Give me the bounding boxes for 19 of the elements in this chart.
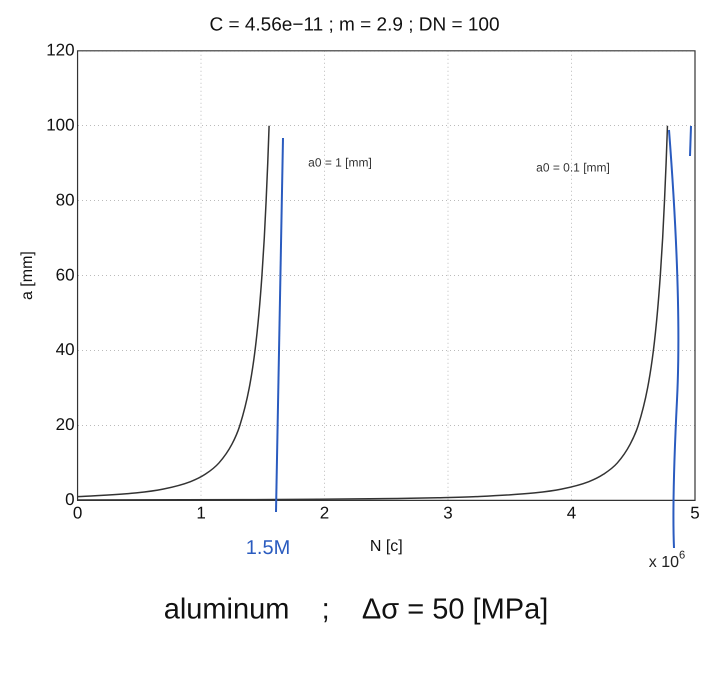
y-tick-label: 20 [56,415,75,434]
annotation: a0 = 1 [mm] [308,155,372,170]
x-tick-label: 2 [320,503,330,522]
chart-title: C = 4.56e−11 ; m = 2.9 ; DN = 100 [209,14,500,36]
y-tick-label: 120 [46,40,75,60]
x-tick-label: 1 [196,503,206,522]
y-tick-label: 100 [46,115,75,134]
y-tick-label: 0 [65,490,75,510]
y-tick-label: 60 [56,265,75,284]
y-tick-label: 40 [56,340,75,360]
annotation: a0 = 0.1 [mm] [536,160,610,174]
x-tick-label: 5 [690,503,700,522]
text: aluminum ; Δσ = 50 [MPa] [164,593,548,626]
text: 1.5M [246,536,290,559]
y-tick-label: 80 [56,190,75,210]
x-axis-title: N [c] [370,538,403,555]
x-tick-label: 4 [566,503,576,522]
y-axis-title: a [mm] [19,251,36,300]
x-tick-label: 3 [443,503,453,522]
